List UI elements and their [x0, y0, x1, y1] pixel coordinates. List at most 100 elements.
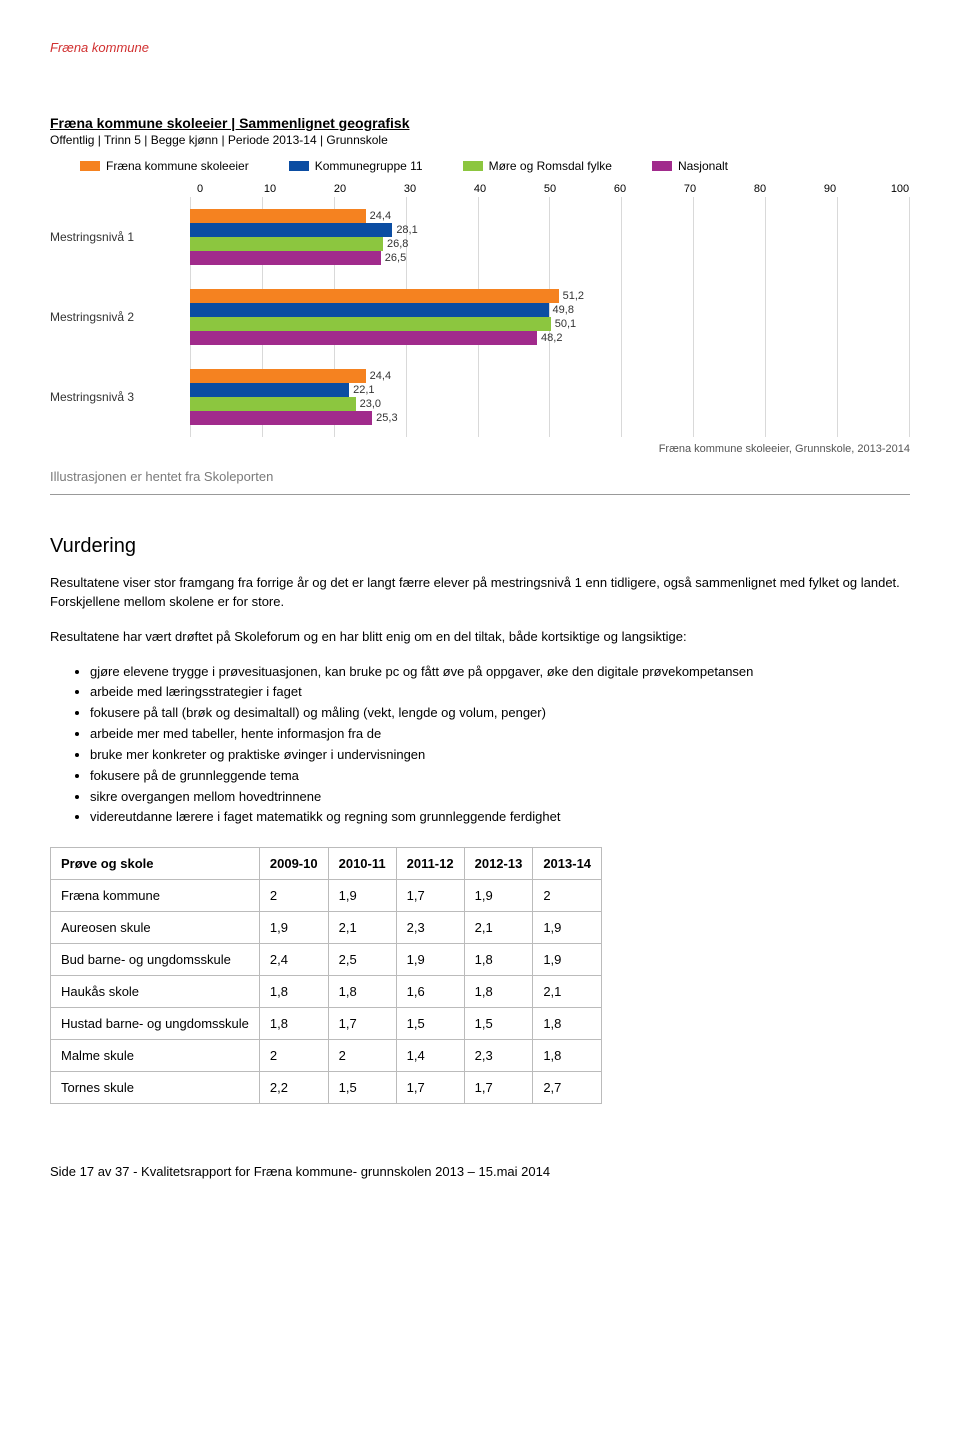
bar-value: 24,4: [370, 210, 391, 222]
bar-row: 25,3: [190, 411, 910, 425]
table-cell: Haukås skole: [51, 976, 260, 1008]
bar-value: 23,0: [360, 398, 381, 410]
axis-tick: 30: [400, 183, 420, 195]
table-cell: 1,7: [464, 1072, 533, 1104]
chart-footer: Fræna kommune skoleeier, Grunnskole, 201…: [50, 443, 910, 455]
bar: [190, 303, 549, 317]
axis-tick: 0: [190, 183, 210, 195]
table-cell: 1,7: [328, 1008, 396, 1040]
bar-value: 26,8: [387, 238, 408, 250]
bar: [190, 411, 372, 425]
axis-tick: 100: [890, 183, 910, 195]
illustration-note: Illustrasjonen er hentet fra Skoleporten: [50, 469, 910, 484]
bar-value: 48,2: [541, 332, 562, 344]
list-item: bruke mer konkreter og praktiske øvinger…: [90, 746, 910, 765]
bar-row: 24,4: [190, 209, 910, 223]
axis-tick: 90: [820, 183, 840, 195]
bar-row: 22,1: [190, 383, 910, 397]
bar-row: 50,1: [190, 317, 910, 331]
table-cell: 1,5: [328, 1072, 396, 1104]
category-label: Mestringsnivå 2: [50, 277, 190, 357]
table-cell: 1,9: [328, 880, 396, 912]
bar-value: 22,1: [353, 384, 374, 396]
table-cell: 1,7: [396, 880, 464, 912]
bar-row: 23,0: [190, 397, 910, 411]
bar-row: 49,8: [190, 303, 910, 317]
list-item: arbeide med læringsstrategier i faget: [90, 683, 910, 702]
table-cell: 2,3: [396, 912, 464, 944]
bar-value: 50,1: [555, 318, 576, 330]
bar: [190, 397, 356, 411]
category-label: Mestringsnivå 3: [50, 357, 190, 437]
axis-tick: 10: [260, 183, 280, 195]
table-cell: 2: [328, 1040, 396, 1072]
legend-item: Kommunegruppe 11: [289, 159, 423, 173]
legend-item: Fræna kommune skoleeier: [80, 159, 249, 173]
section-title: Fræna kommune skoleeier | Sammenlignet g…: [50, 115, 910, 131]
bar: [190, 209, 366, 223]
table-cell: 1,5: [396, 1008, 464, 1040]
bar: [190, 383, 349, 397]
table-cell: 1,8: [464, 944, 533, 976]
chart-x-axis: 0102030405060708090100: [50, 183, 910, 195]
bar-row: 51,2: [190, 289, 910, 303]
results-table: Prøve og skole2009-102010-112011-122012-…: [50, 847, 602, 1104]
table-cell: 1,6: [396, 976, 464, 1008]
legend-swatch: [80, 161, 100, 171]
bar-row: 28,1: [190, 223, 910, 237]
table-row: Fræna kommune21,91,71,92: [51, 880, 602, 912]
category-group: 51,249,8 50,1 48,2: [190, 277, 910, 357]
table-header-cell: 2012-13: [464, 848, 533, 880]
table-row: Bud barne- og ungdomsskule2,42,51,91,81,…: [51, 944, 602, 976]
bar: [190, 317, 551, 331]
table-cell: 1,9: [533, 944, 602, 976]
vurdering-heading: Vurdering: [50, 535, 910, 558]
table-cell: Bud barne- og ungdomsskule: [51, 944, 260, 976]
legend-label: Fræna kommune skoleeier: [106, 159, 249, 173]
bar: [190, 237, 383, 251]
category-group: 24,4 22,1 23,025,3: [190, 357, 910, 437]
table-cell: Hustad barne- og ungdomsskule: [51, 1008, 260, 1040]
bar-value: 49,8: [553, 304, 574, 316]
table-cell: Tornes skule: [51, 1072, 260, 1104]
list-item: arbeide mer med tabeller, hente informas…: [90, 725, 910, 744]
legend-swatch: [652, 161, 672, 171]
vurdering-paragraph-1: Resultatene viser stor framgang fra forr…: [50, 574, 910, 612]
table-header-cell: 2009-10: [259, 848, 328, 880]
table-cell: 2,3: [464, 1040, 533, 1072]
table-cell: 2: [259, 880, 328, 912]
bar: [190, 369, 366, 383]
table-row: Haukås skole1,81,81,61,82,1: [51, 976, 602, 1008]
axis-tick: 70: [680, 183, 700, 195]
list-item: gjøre elevene trygge i prøvesituasjonen,…: [90, 663, 910, 682]
table-cell: 1,8: [464, 976, 533, 1008]
axis-tick: 40: [470, 183, 490, 195]
bar-value: 24,4: [370, 370, 391, 382]
table-header-cell: Prøve og skole: [51, 848, 260, 880]
table-cell: Fræna kommune: [51, 880, 260, 912]
table-cell: 1,9: [533, 912, 602, 944]
axis-tick: 80: [750, 183, 770, 195]
table-cell: 1,8: [259, 976, 328, 1008]
legend-label: Kommunegruppe 11: [315, 159, 423, 173]
table-cell: 2: [259, 1040, 328, 1072]
legend-item: Møre og Romsdal fylke: [463, 159, 612, 173]
bar-value: 26,5: [385, 252, 406, 264]
table-cell: 1,9: [464, 880, 533, 912]
table-cell: 2,1: [328, 912, 396, 944]
list-item: videreutdanne lærere i faget matematikk …: [90, 808, 910, 827]
table-cell: 1,8: [259, 1008, 328, 1040]
chart-category-labels: Mestringsnivå 1Mestringsnivå 2Mestringsn…: [50, 197, 190, 437]
table-header-cell: 2010-11: [328, 848, 396, 880]
bar-row: 48,2: [190, 331, 910, 345]
table-cell: 1,8: [328, 976, 396, 1008]
table-row: Hustad barne- og ungdomsskule1,81,71,51,…: [51, 1008, 602, 1040]
bar-row: 24,4: [190, 369, 910, 383]
bar-value: 28,1: [396, 224, 417, 236]
table-cell: 1,9: [396, 944, 464, 976]
table-cell: Malme skule: [51, 1040, 260, 1072]
vurdering-paragraph-2: Resultatene har vært drøftet på Skolefor…: [50, 628, 910, 647]
table-cell: 2: [533, 880, 602, 912]
table-cell: 1,8: [533, 1008, 602, 1040]
table-cell: 2,1: [464, 912, 533, 944]
